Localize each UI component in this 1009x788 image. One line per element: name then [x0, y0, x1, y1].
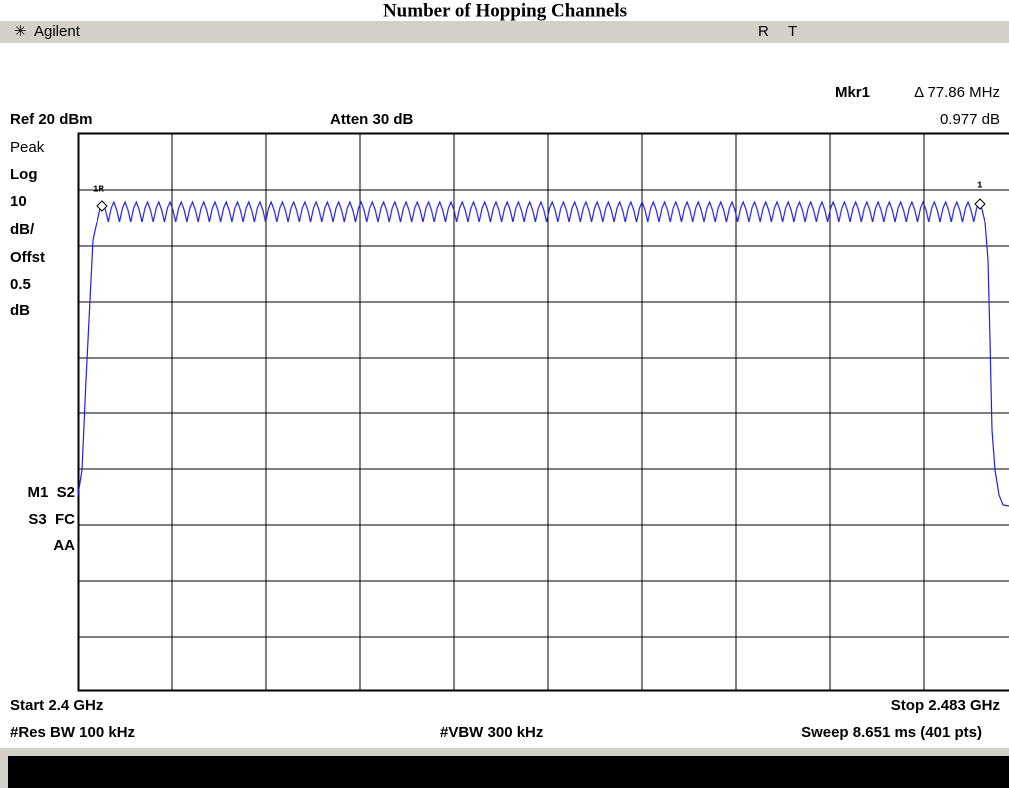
mode-label: AA	[53, 537, 75, 554]
left-label: 10	[10, 193, 27, 210]
marker-label: 1R	[93, 184, 104, 194]
left-label: dB	[10, 302, 30, 319]
sweep: Sweep 8.651 ms (401 pts)	[801, 724, 982, 741]
marker-name: Mkr1	[835, 84, 870, 101]
mode-label: S3 FC	[28, 511, 75, 528]
start-freq: Start 2.4 GHz	[10, 697, 103, 714]
logo: ✳	[14, 23, 27, 40]
status: R	[758, 23, 769, 40]
left-label: Peak	[10, 139, 45, 156]
header-bar	[0, 21, 1009, 43]
left-label: dB/	[10, 221, 35, 238]
left-label: Log	[10, 166, 38, 183]
marker-level: 0.977 dB	[940, 111, 1000, 128]
marker-delta: Δ 77.86 MHz	[914, 84, 1000, 101]
left-label: 0.5	[10, 276, 31, 293]
attenuation: Atten 30 dB	[330, 111, 414, 128]
ref-level: Ref 20 dBm	[10, 111, 93, 128]
rbw: #Res BW 100 kHz	[10, 724, 135, 741]
stop-freq: Stop 2.483 GHz	[891, 697, 1000, 714]
mode-label: M1 S2	[27, 484, 75, 501]
marker-ref	[96, 200, 108, 212]
marker	[974, 198, 986, 210]
left-label: Offst	[10, 249, 45, 266]
marker-label: 1	[977, 180, 983, 190]
title: Number of Hopping Channels	[383, 0, 627, 21]
vbw: #VBW 300 kHz	[440, 724, 543, 741]
softkey-bar	[8, 756, 1009, 788]
trace	[77, 196, 1009, 507]
brand: Agilent	[34, 23, 81, 40]
status: T	[788, 23, 797, 40]
